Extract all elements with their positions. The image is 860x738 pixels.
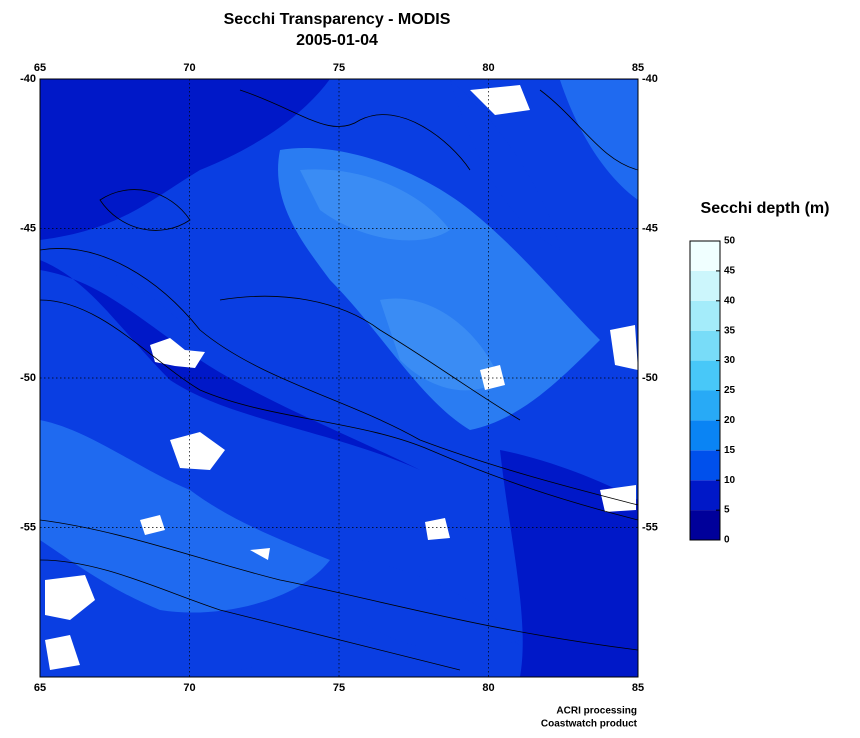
y-tick-label: -45 <box>20 222 36 234</box>
y-tick-label: -50 <box>642 372 658 384</box>
credit: ACRI processing <box>556 706 637 717</box>
colorbar-tick-label: 45 <box>724 266 736 277</box>
colorbar-band <box>690 300 720 331</box>
colorbar-tick-label: 5 <box>724 505 730 516</box>
y-tick-label: -55 <box>642 521 658 533</box>
y-tick-label: -40 <box>20 73 36 85</box>
colorbar-band <box>690 510 720 540</box>
x-tick-label: 75 <box>333 682 345 694</box>
x-tick-label: 80 <box>482 62 494 74</box>
colorbar-tick-label: 30 <box>724 355 736 366</box>
colorbar-tick-label: 50 <box>724 236 736 247</box>
x-tick-label: 65 <box>34 682 46 694</box>
colorbar-band <box>690 330 720 361</box>
colorbar-band <box>690 270 720 301</box>
y-tick-label: -55 <box>20 521 36 533</box>
y-tick-label: -50 <box>20 372 36 384</box>
colorbar-band <box>690 450 720 481</box>
x-tick-label: 85 <box>632 62 644 74</box>
colorbar-tick-label: 25 <box>724 385 736 396</box>
x-tick-label: 85 <box>632 682 644 694</box>
x-tick-label: 75 <box>333 62 345 74</box>
colorbar-band <box>690 390 720 421</box>
x-tick-label: 70 <box>183 682 195 694</box>
colorbar-band <box>690 241 720 271</box>
colorbar-band <box>690 420 720 451</box>
colorbar-tick-label: 40 <box>724 295 736 306</box>
colorbar-band <box>690 480 720 511</box>
colorbar-tick-label: 10 <box>724 475 736 486</box>
colorbar-tick-label: 0 <box>724 535 730 546</box>
colorbar-tick-label: 20 <box>724 415 736 426</box>
colorbar-band <box>690 360 720 391</box>
title: Secchi Transparency - MODIS <box>224 11 451 28</box>
y-tick-label: -45 <box>642 222 658 234</box>
y-tick-label: -40 <box>642 73 658 85</box>
subtitle: 2005-01-04 <box>296 32 378 49</box>
colorbar-tick-label: 15 <box>724 445 736 456</box>
x-tick-label: 80 <box>482 682 494 694</box>
x-tick-label: 70 <box>183 62 195 74</box>
colorbar-label: Secchi depth (m) <box>701 200 830 217</box>
credit: Coastwatch product <box>541 719 638 730</box>
colorbar-tick-label: 35 <box>724 325 736 336</box>
x-tick-label: 65 <box>34 62 46 74</box>
